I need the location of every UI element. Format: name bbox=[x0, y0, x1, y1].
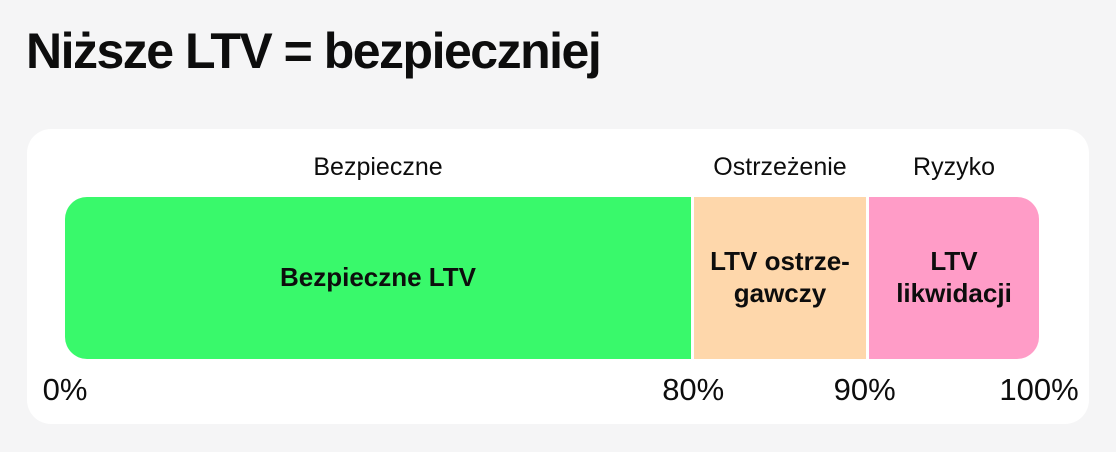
bar-segment-liquidation: LTV likwidacji bbox=[869, 196, 1039, 359]
bar-segment-safe: Bezpieczne LTV bbox=[65, 196, 691, 359]
axis-tick-row: 0% 80% 90% 100% bbox=[43, 359, 1079, 409]
page-title: Niższe LTV = bezpieczniej bbox=[26, 23, 602, 79]
zone-label-warning: Ostrzeżenie bbox=[713, 153, 847, 181]
axis-tick-100: 100% bbox=[999, 371, 1079, 407]
zone-label-safe: Bezpieczne bbox=[313, 153, 443, 181]
ltv-chart-card: Bezpieczne Ostrzeżenie Ryzyko Bezpieczne… bbox=[27, 129, 1089, 424]
axis-tick-90: 90% bbox=[833, 371, 896, 407]
axis-tick-0: 0% bbox=[42, 371, 88, 407]
zone-labels-row: Bezpieczne Ostrzeżenie Ryzyko bbox=[65, 153, 1039, 182]
zone-label-risk: Ryzyko bbox=[913, 153, 995, 181]
ltv-bar: Bezpieczne LTV LTV ostrze- gawczy LTV li… bbox=[65, 196, 1039, 359]
bar-segment-warning: LTV ostrze- gawczy bbox=[694, 196, 866, 359]
axis-tick-80: 80% bbox=[662, 371, 725, 407]
